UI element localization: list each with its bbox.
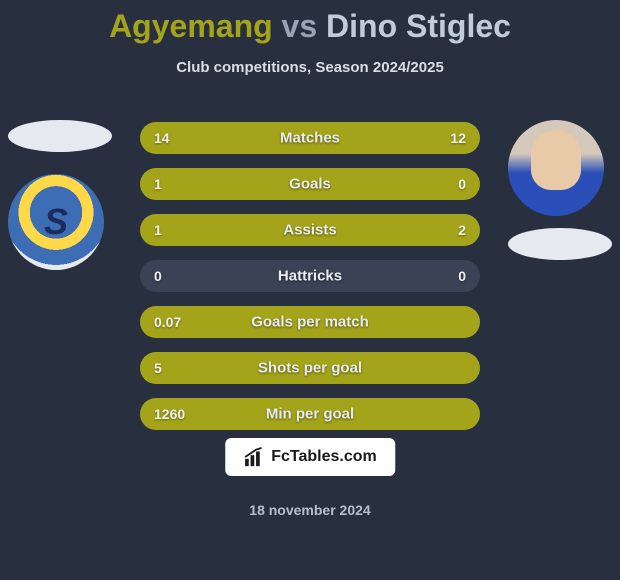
player-right-panel (508, 120, 612, 260)
stat-row: 1260 Min per goal (140, 398, 480, 430)
stat-row: 1 0 Goals (140, 168, 480, 200)
stat-value-right: 12 (450, 130, 466, 146)
stat-label: Shots per goal (258, 360, 362, 377)
title-player2: Dino Stiglec (326, 8, 511, 44)
footer-brand-text: FcTables.com (271, 448, 377, 466)
stats-container: 1412Matches10Goals12Assists00Hattricks0.… (140, 122, 480, 444)
stat-value-left: 0 (154, 268, 162, 284)
footer-brand: FcTables.com (225, 438, 395, 476)
stat-row: 14 12 Matches (140, 122, 480, 154)
footer-date: 18 november 2024 (249, 502, 370, 518)
stat-value-left: 1 (154, 176, 162, 192)
stat-label: Assists (283, 222, 336, 239)
stat-row: 5 Shots per goal (140, 352, 480, 384)
stat-value-right: 2 (458, 222, 466, 238)
page-title: Agyemang vs Dino Stiglec (0, 0, 620, 45)
stat-label: Matches (280, 130, 340, 147)
stat-row: 1 2 Assists (140, 214, 480, 246)
stat-value-left: 5 (154, 360, 162, 376)
stat-label: Goals per match (251, 314, 369, 331)
stat-row: 0.07 Goals per match (140, 306, 480, 338)
stat-label: Goals (289, 176, 331, 193)
player2-avatar (508, 120, 604, 216)
stat-label: Hattricks (278, 268, 342, 285)
chart-icon (243, 446, 265, 468)
player-left-panel (8, 120, 112, 270)
stat-value-right: 0 (458, 268, 466, 284)
stat-value-left: 0.07 (154, 314, 181, 330)
player2-club-placeholder (508, 228, 612, 260)
player1-club-badge (8, 174, 104, 270)
stat-value-left: 1260 (154, 406, 185, 422)
stat-value-left: 1 (154, 222, 162, 238)
player2-face (531, 130, 581, 190)
player1-name-placeholder (8, 120, 112, 152)
stat-label: Min per goal (266, 406, 354, 423)
stat-value-left: 14 (154, 130, 170, 146)
stat-value-right: 0 (458, 176, 466, 192)
title-player1: Agyemang (109, 8, 273, 44)
title-vs: vs (282, 8, 318, 44)
stat-row: 0 0 Hattricks (140, 260, 480, 292)
subtitle: Club competitions, Season 2024/2025 (0, 59, 620, 76)
